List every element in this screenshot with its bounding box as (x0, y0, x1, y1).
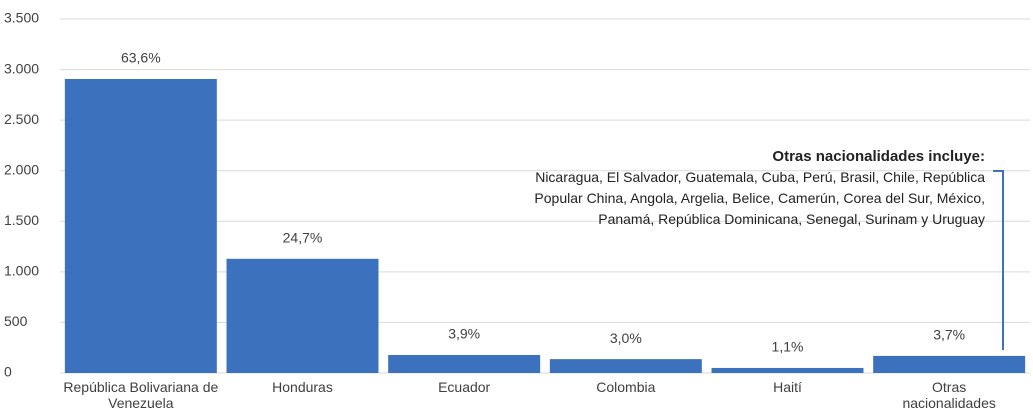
value-label: 63,6% (121, 50, 161, 66)
bar (64, 78, 217, 373)
x-tick-label: Colombia (596, 379, 656, 395)
annotation-title: Otras nacionalidades incluye: (772, 148, 985, 165)
y-tick-label: 3.000 (4, 60, 39, 76)
y-tick-label: 1.500 (4, 212, 39, 228)
y-tick-label: 3.500 (4, 10, 39, 26)
value-label: 1,1% (772, 339, 804, 355)
x-tick-label: República Bolivariana de Venezuela (63, 379, 219, 411)
y-tick-label: 0 (4, 364, 12, 380)
annotation-text: Nicaragua, El Salvador, Guatemala, Cuba,… (534, 169, 985, 227)
y-tick-label: 1.000 (4, 263, 39, 279)
value-label: 3,9% (448, 326, 480, 342)
x-tick-label: Haití (773, 379, 802, 395)
y-tick-label: 500 (4, 313, 28, 329)
x-tick-label: Ecuador (438, 379, 491, 395)
annotation-bracket (993, 170, 1004, 350)
annotation: Otras nacionalidades incluye: Nicaragua,… (525, 146, 985, 230)
bar (226, 258, 379, 373)
bar (549, 359, 702, 373)
value-label: 3,7% (933, 327, 965, 343)
bar (388, 354, 541, 373)
bar (873, 355, 1026, 373)
y-tick-label: 2.500 (4, 111, 39, 127)
y-tick-label: 2.000 (4, 161, 39, 177)
x-tick-label: Honduras (272, 379, 333, 395)
value-label: 24,7% (283, 230, 323, 246)
value-label: 3,0% (610, 330, 642, 346)
x-tick-label: Otras nacionalidades (902, 379, 996, 411)
bar (711, 367, 864, 373)
